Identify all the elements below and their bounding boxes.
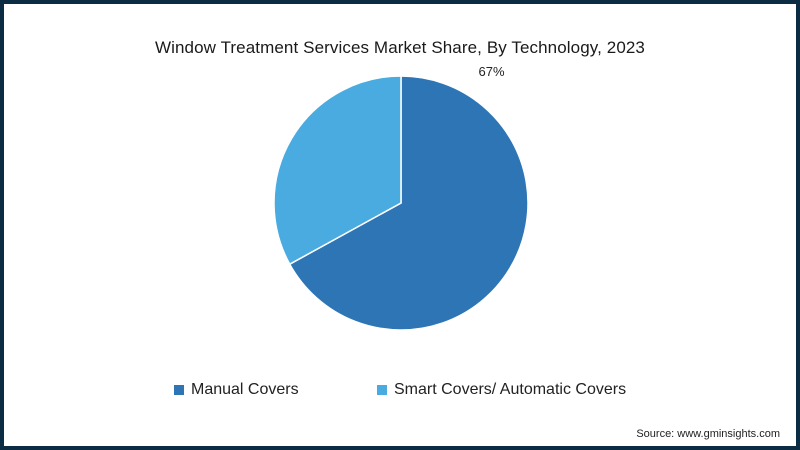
chart-title: Window Treatment Services Market Share, … [154,38,645,57]
legend-item-manual-covers: Manual Covers [174,381,299,399]
legend-label-smart-covers: Smart Covers/ Automatic Covers [394,381,627,398]
chart-legend: Manual Covers Smart Covers/ Automatic Co… [0,381,800,403]
data-label-manual-covers: 67% [479,64,505,79]
legend-label-manual-covers: Manual Covers [191,381,299,398]
source-note: Source: www.gminsights.com [636,428,780,440]
pie-slice-manual-covers [288,75,529,331]
pie-slice-smart-covers-automatic-covers [273,75,402,266]
legend-item-smart-covers: Smart Covers/ Automatic Covers [377,381,626,399]
legend-swatch-smart-covers [377,385,387,395]
legend-swatch-manual-covers [174,385,184,395]
